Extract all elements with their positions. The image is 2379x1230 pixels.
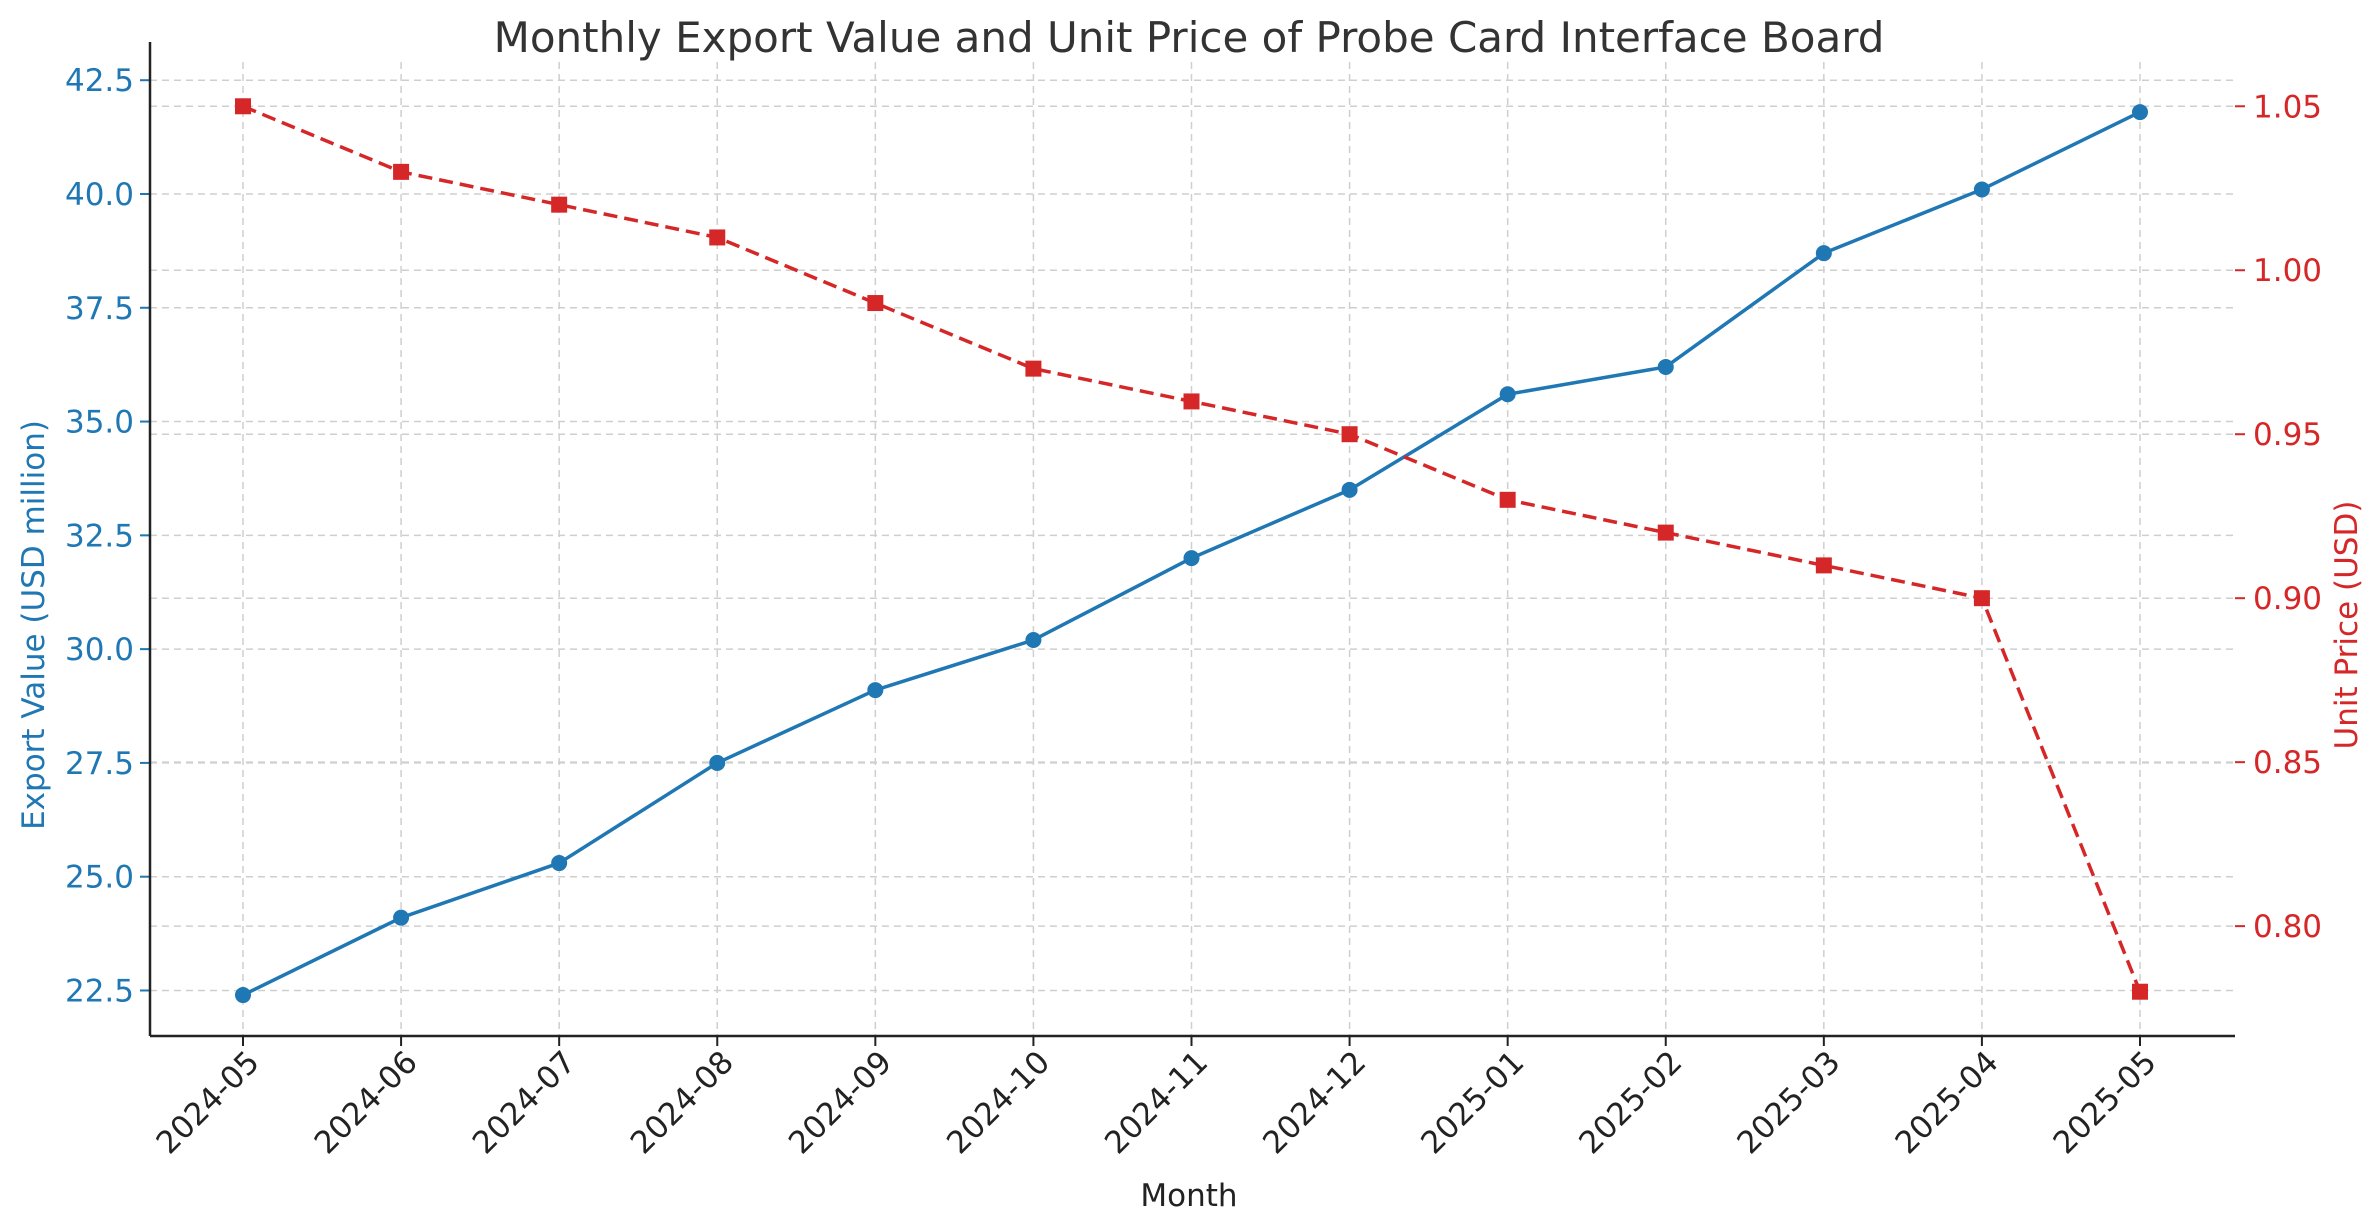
export-value-point	[1025, 632, 1042, 649]
left-tick-label: 35.0	[65, 405, 134, 441]
export-value-point	[235, 987, 251, 1004]
right-tick-label: 0.80	[2253, 909, 2322, 945]
export-value-point	[709, 754, 726, 771]
x-tick-label: 2024-09	[782, 1044, 899, 1161]
export-value-point	[1657, 358, 1674, 375]
x-tick-label: 2025-05	[2047, 1044, 2164, 1161]
x-tick-label: 2024-05	[150, 1044, 267, 1161]
chart-title: Monthly Export Value and Unit Price of P…	[494, 13, 1885, 62]
export-value-point	[867, 682, 884, 699]
left-tick-label: 22.5	[65, 973, 134, 1009]
left-tick-label: 42.5	[65, 63, 134, 99]
x-tick-label: 2024-07	[466, 1044, 583, 1161]
unit-price-point	[235, 98, 251, 115]
export-value-point	[1499, 386, 1516, 403]
left-tick-label: 32.5	[65, 518, 134, 554]
unit-price-point	[1973, 590, 1990, 607]
unit-price-point	[1499, 491, 1516, 508]
x-tick-label: 2025-04	[1889, 1044, 2006, 1161]
export-value-point	[1973, 181, 1990, 198]
right-tick-label: 0.90	[2253, 581, 2322, 617]
unit-price-point	[2132, 983, 2148, 1000]
x-tick-label: 2024-10	[940, 1044, 1057, 1161]
unit-price-point	[1025, 360, 1042, 377]
left-tick-label: 27.5	[65, 746, 134, 782]
right-tick-label: 1.00	[2253, 253, 2322, 289]
x-axis-title: Month	[1140, 1178, 1237, 1214]
export-value-point	[1341, 481, 1358, 498]
grid-layer	[150, 62, 2235, 1036]
unit-price-point	[393, 163, 410, 180]
x-tick-label: 2025-02	[1572, 1044, 1689, 1161]
unit-price-point	[1341, 426, 1358, 443]
unit-price-point	[1183, 393, 1200, 410]
export-value-point	[2132, 104, 2148, 121]
export-value-point	[551, 855, 568, 872]
left-tick-label: 37.5	[65, 291, 134, 327]
left-tick-label: 40.0	[65, 177, 134, 213]
series-layer	[235, 98, 2148, 1004]
x-tick-label: 2025-03	[1730, 1044, 1847, 1161]
x-tick-label: 2024-06	[308, 1044, 425, 1161]
left-tick-label: 30.0	[65, 632, 134, 668]
unit-price-point	[709, 229, 726, 246]
unit-price-point	[1815, 557, 1832, 574]
unit-price-point	[867, 295, 884, 312]
x-tick-label: 2024-11	[1098, 1044, 1215, 1161]
unit-price-point	[1657, 524, 1674, 541]
x-tick-label: 2025-01	[1414, 1044, 1531, 1161]
right-axis-title: Unit Price (USD)	[2329, 501, 2365, 750]
x-tick-label: 2024-08	[624, 1044, 741, 1161]
export-value-point	[393, 909, 410, 926]
export-value-point	[1815, 245, 1832, 262]
right-tick-label: 0.85	[2253, 745, 2322, 781]
left-tick-label: 25.0	[65, 860, 134, 896]
unit-price-point	[551, 196, 568, 213]
export-value-point	[1183, 550, 1200, 567]
left-axis-title: Export Value (USD million)	[16, 420, 52, 830]
right-tick-label: 0.95	[2253, 417, 2322, 453]
x-tick-label: 2024-12	[1256, 1044, 1373, 1161]
right-tick-label: 1.05	[2253, 89, 2322, 125]
